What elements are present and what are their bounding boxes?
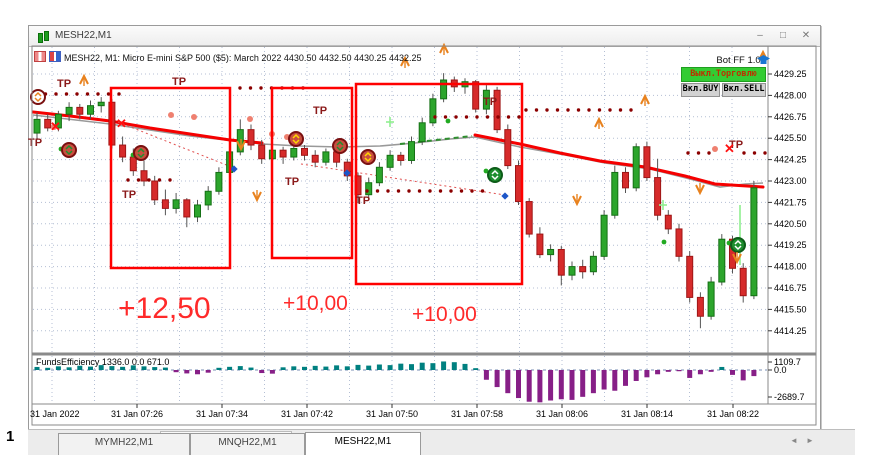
window-titlebar[interactable]: MESH22,M1 – □ ✕	[29, 26, 820, 47]
bot-version-label: Bot FF 1.02	[716, 55, 766, 66]
graduation-cap-icon	[757, 55, 770, 64]
chart-tab-bar: MYMH22,M1 MNQH22,M1 MESH22,M1 ◄ ►	[28, 429, 855, 455]
tab-scroll-right-icon[interactable]: ►	[806, 436, 814, 445]
minimize-button[interactable]: –	[757, 30, 763, 41]
window-title: MESH22,M1	[55, 30, 112, 41]
disable-trading-button[interactable]: Выкл.Торговлю	[681, 67, 766, 82]
enable-buy-button[interactable]: Вкл.BUY	[681, 83, 720, 97]
tab-mnqh22[interactable]: MNQH22,M1	[190, 433, 305, 455]
bar-chart-icon[interactable]	[49, 51, 61, 62]
tab-mesh22-active[interactable]: MESH22,M1	[305, 432, 421, 455]
quotes-grid-icon[interactable]	[34, 51, 46, 62]
enable-sell-button[interactable]: Вкл.SELL	[722, 83, 766, 97]
page-number: 1	[6, 428, 15, 445]
candlestick-chart-icon	[37, 31, 49, 43]
tab-scroll-left-icon[interactable]: ◄	[790, 436, 798, 445]
tab-mymh22[interactable]: MYMH22,M1	[58, 433, 190, 455]
chart-info-line: MESH22, M1: Micro E-mini S&P 500 ($5): M…	[34, 51, 422, 63]
ohlc-text: MESH22, M1: Micro E-mini S&P 500 ($5): M…	[64, 53, 422, 63]
close-button[interactable]: ✕	[801, 30, 811, 41]
maximize-button[interactable]: □	[779, 30, 787, 41]
